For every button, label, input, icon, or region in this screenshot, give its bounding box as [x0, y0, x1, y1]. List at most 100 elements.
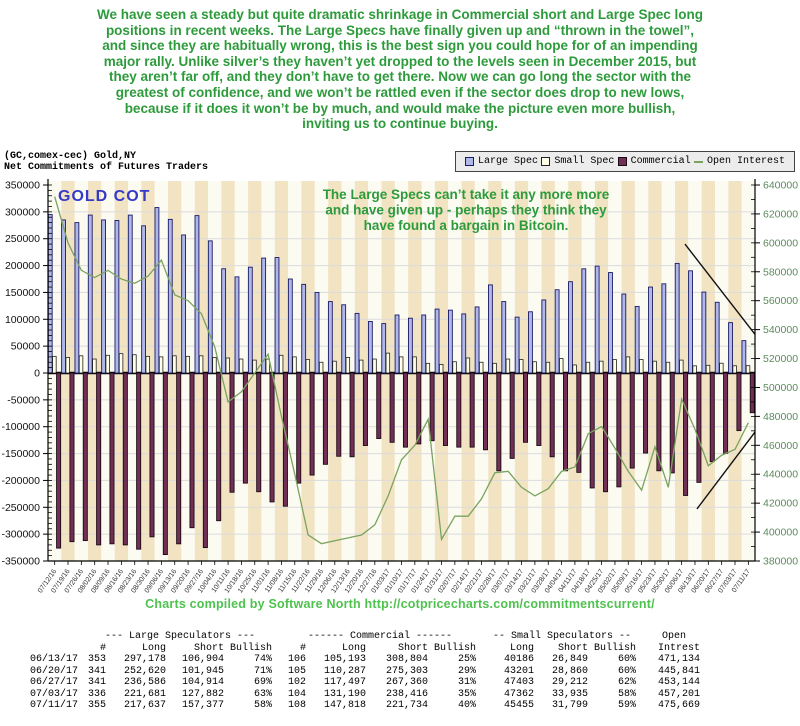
table-cell-date: 07/03/17: [30, 688, 79, 700]
y-axis-label-right: 640000: [763, 180, 798, 192]
bar-commercial: [709, 372, 715, 463]
cot-table-grid: --- Large Speculators --- ------ Commerci…: [30, 631, 706, 712]
y-axis-label-right: 520000: [763, 353, 798, 365]
bar-large-spec: [581, 268, 587, 374]
bar-commercial: [669, 372, 675, 474]
bar-large-spec: [488, 284, 493, 374]
bar-large-spec: [87, 214, 93, 374]
y-axis-label-left: 350000: [5, 180, 40, 192]
table-row: 07/03/17 336 221,681 127,882 63% 104 131,190 23…: [30, 689, 706, 701]
table-cell: 43201: [504, 665, 535, 677]
bar-large-spec: [514, 316, 520, 374]
bar-large-spec: [434, 308, 440, 374]
table-cell: 105: [288, 665, 307, 677]
y-axis-label-right: 380000: [763, 556, 798, 568]
bar-large-spec: [341, 304, 347, 374]
table-cell: 29%: [458, 665, 477, 677]
bar-commercial: [749, 372, 755, 414]
bar-small-spec: [318, 361, 324, 374]
chart-legend: Large Spec Small Spec Commercial Open Inter…: [455, 151, 795, 172]
bar-commercial: [616, 372, 622, 488]
bar-small-spec: [238, 358, 244, 374]
bar-commercial: [269, 372, 275, 503]
bar-large-spec: [181, 234, 187, 374]
commentary-line: greatest of confidence, and we won’t be …: [115, 84, 685, 100]
legend-swatch-open-interest-icon: [693, 160, 703, 163]
bar-large-spec: [648, 286, 653, 374]
bar-large-spec: [154, 207, 160, 374]
bar-large-spec: [528, 311, 533, 374]
bar-large-spec: [234, 276, 240, 374]
commentary-text: We have seen a steady but quite dramatic…: [10, 0, 790, 149]
chart-annotation-line: have found a bargain in Bitcoin.: [364, 218, 569, 233]
table-cell: 221,681: [123, 688, 166, 700]
bar-commercial: [296, 372, 302, 484]
x-axis-date-labels: 07/12/1607/19/1607/26/1608/02/1608/09/16…: [37, 568, 752, 594]
table-cell-date: 06/27/17: [30, 677, 79, 689]
legend-item: Open Interest: [693, 156, 785, 167]
bar-large-spec: [194, 215, 200, 374]
y-axis-label-right: 540000: [763, 324, 798, 336]
table-column-header: Long: [510, 642, 535, 654]
bar-large-spec: [274, 257, 280, 374]
table-column-header: Short: [558, 642, 589, 654]
bar-commercial: [643, 372, 649, 454]
table-row: 07/11/17 355 217,637 157,377 58% 108 147,818 22…: [30, 700, 706, 712]
bar-large-spec: [634, 305, 640, 374]
table-cell: 28,860: [552, 665, 589, 677]
bar-large-spec: [301, 283, 307, 374]
bar-commercial: [56, 372, 62, 549]
bar-commercial: [122, 372, 128, 546]
cot-chart: -350000 -300000 -250000 -200000 -150000 -1000…: [1, 179, 798, 594]
table-cell: 355: [87, 700, 106, 712]
chart-annotation-line: and have given up - perhaps they think t…: [325, 203, 607, 218]
table-cell: 104: [288, 688, 307, 700]
bar-large-spec: [594, 265, 600, 374]
bar-commercial: [576, 372, 582, 473]
table-cell: 471,134: [658, 654, 701, 666]
legend-label: Large Spec: [478, 156, 539, 167]
bar-commercial: [389, 372, 395, 443]
table-cell: 62%: [618, 677, 637, 689]
table-cell: 102: [288, 677, 307, 689]
bar-small-spec: [585, 361, 591, 374]
legend-item: Large Spec: [465, 156, 538, 167]
bar-small-spec: [305, 359, 311, 374]
y-axis-label-left: -300000: [1, 529, 40, 541]
bar-small-spec: [332, 360, 337, 374]
bar-large-spec: [541, 299, 547, 374]
y-axis-label-left: 0: [34, 368, 40, 380]
bar-small-spec: [559, 358, 564, 374]
bar-large-spec: [141, 225, 146, 374]
y-axis-label-left: 200000: [5, 260, 40, 272]
y-axis-label-right: 440000: [763, 469, 798, 481]
bar-small-spec: [185, 355, 190, 374]
table-group-header: Open: [662, 631, 687, 643]
bar-commercial: [402, 372, 408, 448]
bar-small-spec: [692, 365, 697, 374]
legend-label: Open Interest: [706, 156, 785, 167]
bar-large-spec: [421, 314, 427, 374]
bar-large-spec: [261, 257, 267, 374]
commentary-line: because if it does it won’t be by much, …: [124, 100, 676, 116]
bar-large-spec: [327, 301, 333, 374]
bar-small-spec: [65, 357, 70, 374]
bar-small-spec: [492, 362, 497, 374]
table-cell: 71%: [254, 665, 273, 677]
table-column-header: Long: [141, 642, 166, 654]
table-cell: 40186: [504, 654, 535, 666]
bar-small-spec: [358, 359, 364, 374]
bar-large-spec: [714, 301, 720, 374]
y-axis-label-left: 300000: [5, 206, 40, 218]
bar-commercial: [242, 372, 248, 484]
table-cell: 26,849: [552, 654, 589, 666]
table-cell: 47403: [504, 677, 535, 689]
table-column-header: [30, 643, 82, 655]
bar-small-spec: [92, 358, 97, 374]
bar-commercial: [322, 372, 328, 465]
bar-commercial: [162, 372, 168, 556]
bar-commercial: [176, 372, 182, 545]
chart-area: (GC,comex-cec) Gold,NY Net Commitments o…: [0, 149, 800, 627]
table-cell: 157,377: [181, 700, 224, 712]
table-column-header: Bullish: [434, 642, 477, 654]
